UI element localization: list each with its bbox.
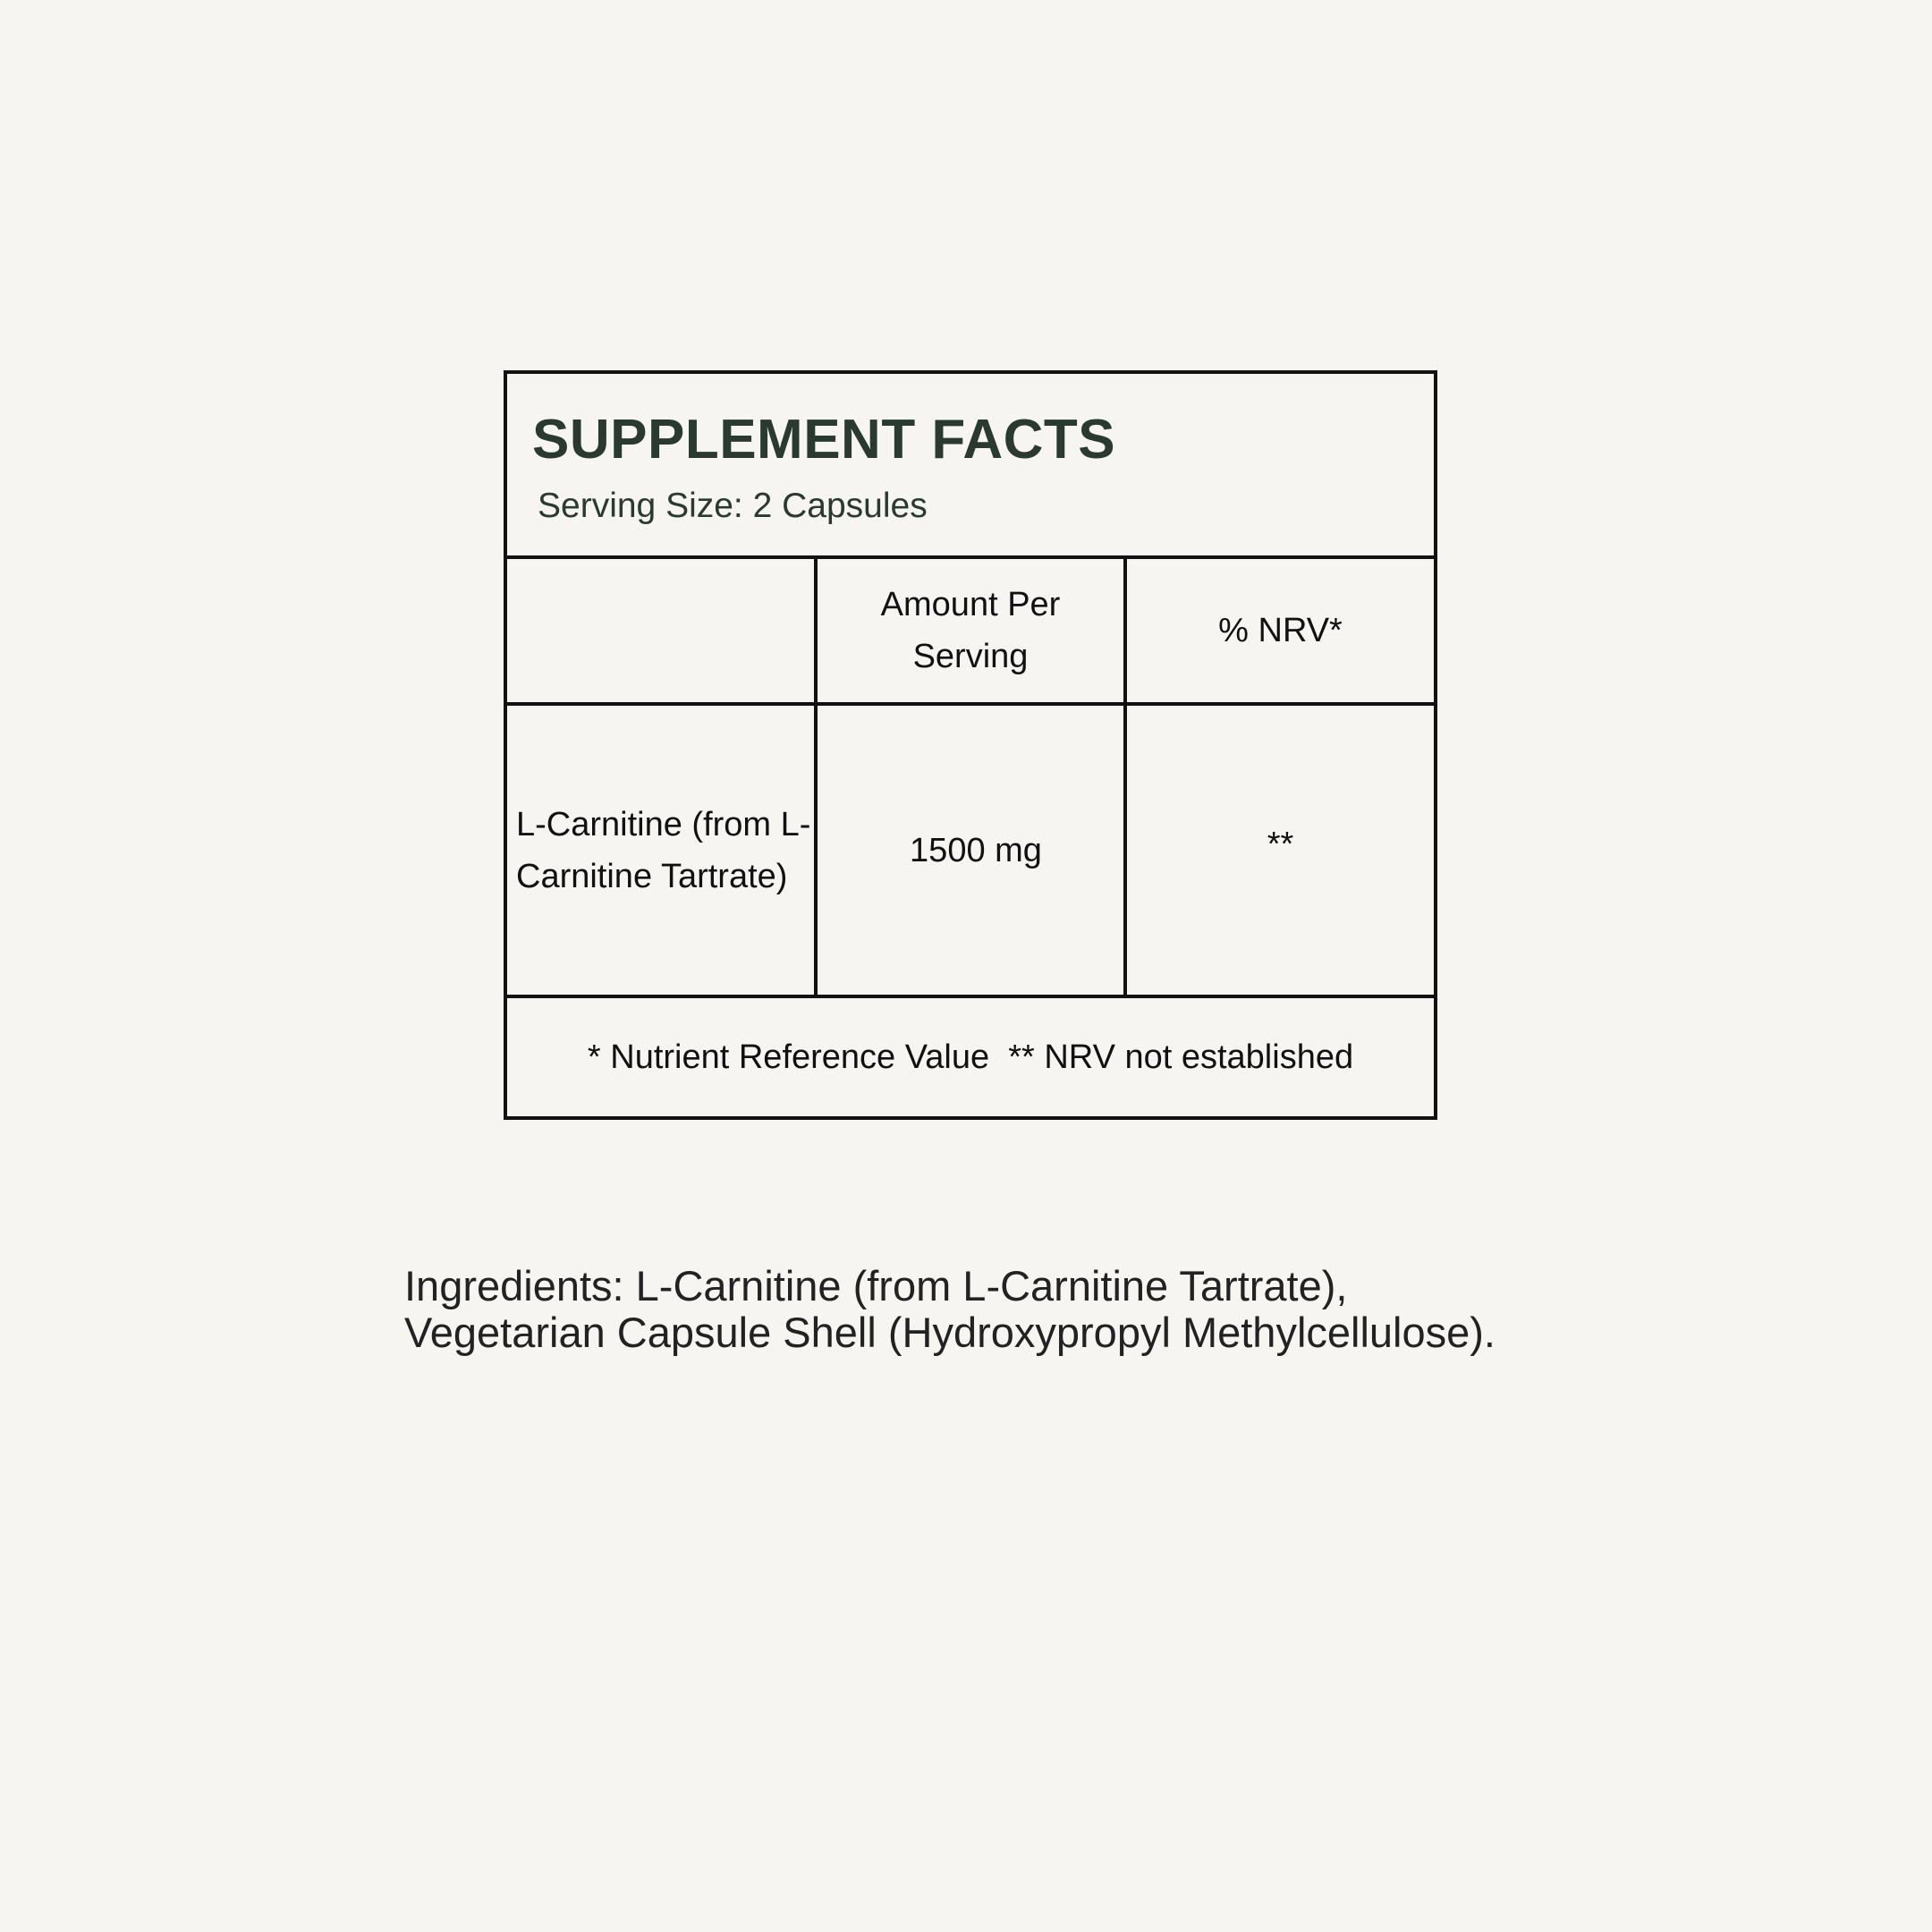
supplement-facts-panel: SUPPLEMENT FACTS Serving Size: 2 Capsule… (504, 370, 1437, 1120)
divider (507, 702, 1434, 706)
serving-size: Serving Size: 2 Capsules (538, 487, 928, 525)
panel-title: SUPPLEMENT FACTS (532, 409, 1116, 470)
header-amount: Amount Per Serving (880, 586, 1061, 675)
nutrient-nrv: ** (1267, 825, 1294, 863)
divider (507, 995, 1434, 998)
divider (507, 555, 1434, 559)
header-nrv: % NRV* (1218, 612, 1343, 649)
header-nutrient (507, 559, 814, 702)
column-divider (1123, 555, 1127, 998)
column-divider (814, 555, 818, 998)
ingredients-text: Ingredients: L-Carnitine (from L-Carniti… (404, 1263, 1496, 1356)
nutrient-amount: 1500 mg (910, 831, 1042, 869)
ingredients-line: Vegetarian Capsule Shell (Hydroxypropyl … (404, 1309, 1496, 1356)
footnote: * Nutrient Reference Value ** NRV not es… (587, 1038, 1354, 1076)
nutrient-name: L-Carnitine (from L-Carnitine Tartrate) (516, 805, 811, 895)
ingredients-line: Ingredients: L-Carnitine (from L-Carniti… (404, 1262, 1348, 1309)
